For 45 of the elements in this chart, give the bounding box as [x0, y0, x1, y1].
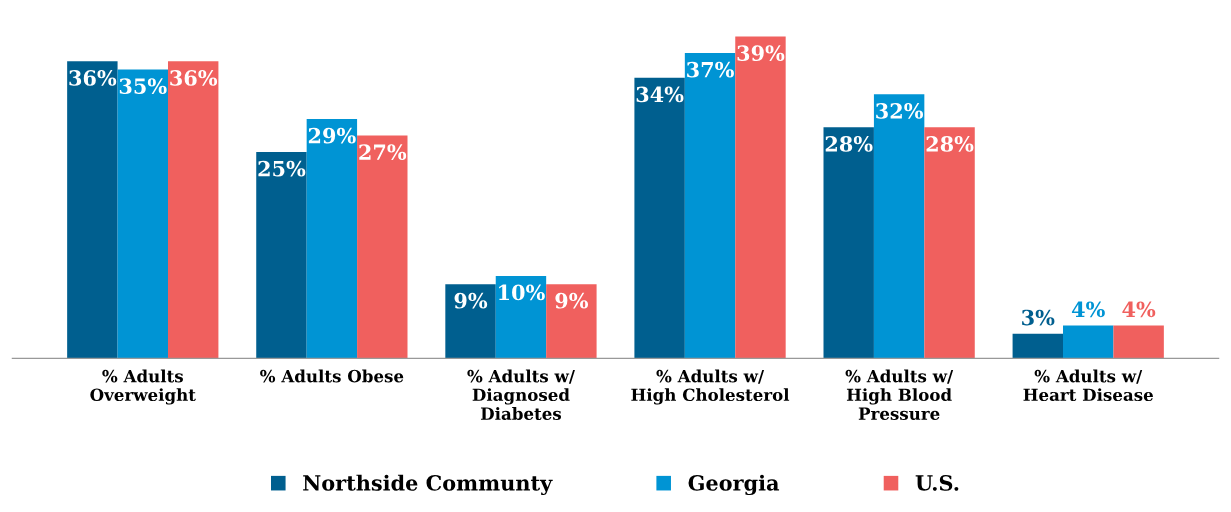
- bar: [495, 275, 547, 359]
- data-label: 36%: [69, 70, 117, 86]
- data-label: 32%: [876, 103, 924, 119]
- data-label: 3%: [1022, 309, 1055, 326]
- bar: [67, 61, 118, 359]
- legend-label: U.S.: [915, 475, 959, 491]
- data-label: 9%: [454, 292, 488, 309]
- data-label: 36%: [170, 70, 218, 86]
- data-label: 4%: [1122, 301, 1156, 318]
- bar: [306, 119, 358, 359]
- data-label: 39%: [737, 45, 785, 62]
- bar: [546, 284, 597, 359]
- x-tick-label: % Adults w/ Heart Disease: [1023, 369, 1153, 402]
- data-label: 34%: [636, 86, 684, 103]
- data-label: 28%: [825, 136, 873, 152]
- bar: [735, 36, 786, 359]
- x-tick-label: % Adults w/ High Cholesterol: [631, 369, 790, 405]
- data-label: 25%: [258, 160, 306, 177]
- bar: [357, 135, 408, 359]
- legend-label: Georgia: [688, 474, 780, 496]
- bar: [873, 94, 925, 359]
- data-label: 35%: [119, 78, 167, 95]
- bar: [823, 127, 874, 359]
- x-tick-label: % Adults w/ High Blood Pressure: [845, 369, 954, 420]
- bar: [256, 152, 307, 359]
- data-label: 27%: [359, 144, 407, 161]
- bar: [167, 61, 219, 359]
- data-label: 29%: [308, 127, 356, 144]
- bar: [1113, 325, 1164, 359]
- bar: [924, 127, 975, 359]
- data-label: 10%: [499, 284, 545, 301]
- bar: [634, 77, 685, 359]
- x-tick-label: % Adults w/ Diagnosed Diabetes: [467, 369, 575, 420]
- data-label: 4%: [1071, 301, 1105, 318]
- x-tick-label: % Adults Overweight: [90, 369, 196, 405]
- x-tick-label: % Adults Obese: [260, 369, 404, 383]
- data-label: 28%: [926, 136, 974, 152]
- data-label: 9%: [555, 292, 589, 309]
- data-label: 37%: [687, 61, 734, 78]
- bar: [117, 69, 168, 359]
- bar: [684, 53, 736, 359]
- legend-label: Northside Communty: [303, 474, 553, 496]
- bar: [1012, 333, 1064, 359]
- bar: [445, 284, 496, 359]
- bar: [1063, 325, 1114, 359]
